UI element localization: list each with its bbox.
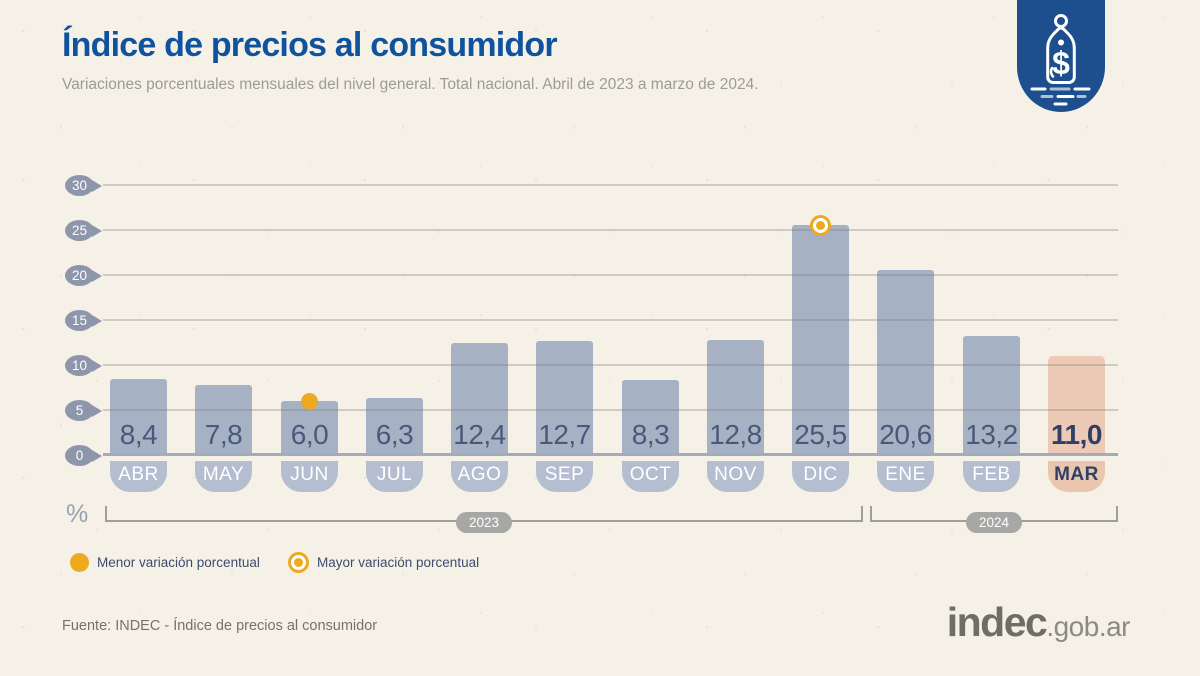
bar-OCT: 8,3 xyxy=(622,380,679,455)
month-label-ENE: ENE xyxy=(877,461,934,492)
gridline-20 xyxy=(103,274,1118,276)
gridline-10 xyxy=(103,364,1118,366)
y-axis-tick-30: 30 xyxy=(65,175,94,196)
indec-gob-ar-logo: indec .gob.ar xyxy=(946,599,1131,646)
brand-indec: indec xyxy=(946,599,1048,645)
svg-text:$: $ xyxy=(1052,45,1070,81)
bar-DIC: 25,5 xyxy=(792,225,849,455)
gridline-25 xyxy=(103,229,1118,231)
y-axis-tick-0: 0 xyxy=(65,445,94,466)
bar-ENE: 20,6 xyxy=(877,270,934,455)
bar-JUN: 6,0 xyxy=(281,401,338,455)
bar-SEP: 12,7 xyxy=(536,341,593,455)
brand-domain-suffix: .gob.ar xyxy=(1046,611,1130,642)
bar-value-MAR: 11,0 xyxy=(1051,419,1102,450)
bar-value-FEB: 13,2 xyxy=(965,419,1018,450)
price-tag-dollar-icon: $ xyxy=(1017,0,1105,112)
month-label-JUL: JUL xyxy=(366,461,423,492)
month-label-FEB: FEB xyxy=(963,461,1020,492)
indec-logo-badge: $ xyxy=(1017,0,1105,113)
month-label-OCT: OCT xyxy=(622,461,679,492)
month-label-MAY: MAY xyxy=(195,461,252,492)
bar-value-NOV: 12,8 xyxy=(709,419,762,450)
month-label-NOV: NOV xyxy=(707,461,764,492)
legend-min-dot-icon xyxy=(70,553,89,572)
bar-value-JUL: 6,3 xyxy=(375,419,414,450)
month-label-AGO: AGO xyxy=(451,461,508,492)
y-axis-tick-20: 20 xyxy=(65,265,94,286)
y-axis-tick-15: 15 xyxy=(65,310,94,331)
bar-value-OCT: 8,3 xyxy=(631,419,670,450)
bar-value-MAY: 7,8 xyxy=(204,419,243,450)
month-label-JUN: JUN xyxy=(281,461,338,492)
y-axis-tick-10: 10 xyxy=(65,355,94,376)
month-label-MAR: MAR xyxy=(1048,461,1105,492)
y-axis-unit-label: % xyxy=(66,500,89,528)
bar-MAR: 11,0 xyxy=(1048,356,1105,455)
chart-legend: Menor variación porcentual Mayor variaci… xyxy=(70,551,710,575)
bar-value-JUN: 6,0 xyxy=(290,419,329,450)
page-subtitle: Variaciones porcentuales mensuales del n… xyxy=(62,76,759,93)
month-label-SEP: SEP xyxy=(536,461,593,492)
year-pill-2024: 2024 xyxy=(965,512,1023,533)
min-variation-marker xyxy=(301,392,318,410)
page-title: Índice de precios al consumidor xyxy=(62,26,558,64)
bar-value-ENE: 20,6 xyxy=(879,419,932,450)
month-label-DIC: DIC xyxy=(792,461,849,492)
bar-value-AGO: 12,4 xyxy=(453,419,506,450)
bar-MAY: 7,8 xyxy=(195,385,252,455)
y-axis-tick-5: 5 xyxy=(65,400,94,421)
bar-ABR: 8,4 xyxy=(110,379,167,455)
gridline-15 xyxy=(103,319,1118,321)
legend-min-label: Menor variación porcentual xyxy=(97,555,260,570)
month-label-ABR: ABR xyxy=(110,461,167,492)
y-axis-tick-25: 25 xyxy=(65,220,94,241)
bar-NOV: 12,8 xyxy=(707,340,764,455)
gridline-5 xyxy=(103,409,1118,411)
bar-value-ABR: 8,4 xyxy=(119,419,158,450)
bar-JUL: 6,3 xyxy=(366,398,423,455)
x-axis-line xyxy=(103,453,1118,456)
bar-value-SEP: 12,7 xyxy=(538,419,591,450)
bar-value-DIC: 25,5 xyxy=(794,419,847,450)
bar-FEB: 13,2 xyxy=(963,336,1020,455)
legend-max-dot-icon xyxy=(288,552,309,573)
source-note: Fuente: INDEC - Índice de precios al con… xyxy=(62,618,378,634)
legend-max-label: Mayor variación porcentual xyxy=(317,555,480,570)
year-pill-2023: 2023 xyxy=(455,512,513,533)
bar-AGO: 12,4 xyxy=(451,343,508,455)
gridline-30 xyxy=(103,184,1118,186)
max-variation-marker xyxy=(810,214,831,236)
